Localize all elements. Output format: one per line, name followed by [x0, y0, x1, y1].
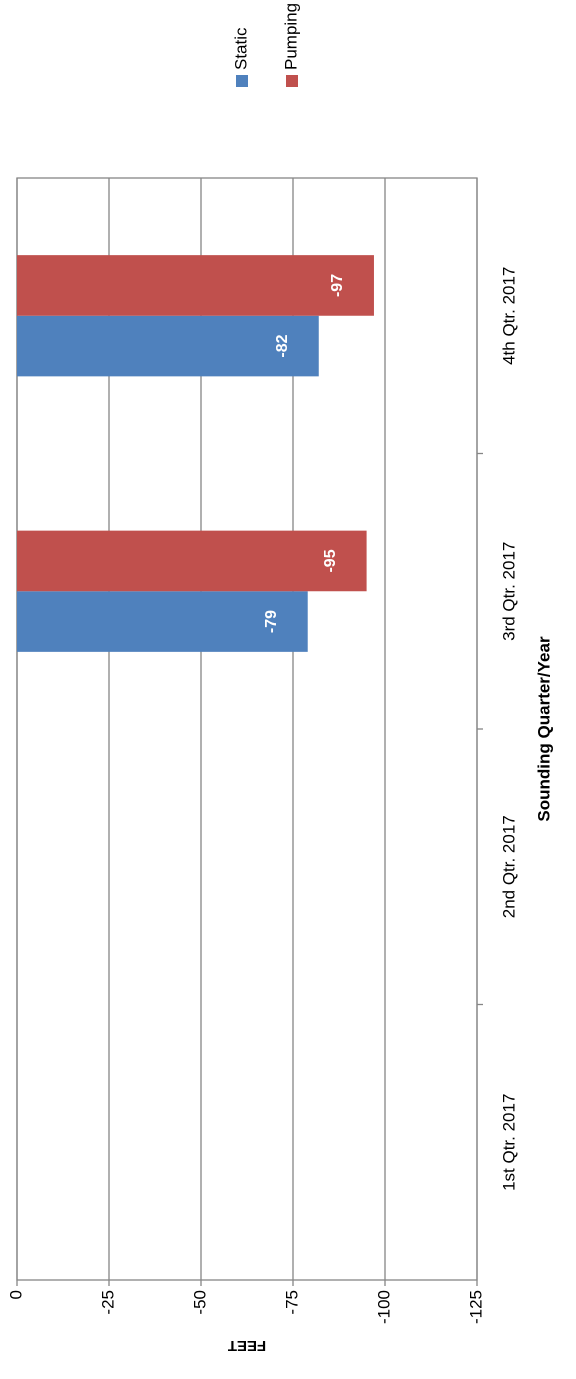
y-tick-label: 0 [6, 1290, 25, 1299]
legend-swatch [236, 75, 248, 87]
y-tick-label: -125 [466, 1290, 485, 1324]
data-label: -79 [263, 610, 280, 633]
x-tick-label: 3rd Qtr. 2017 [499, 542, 518, 641]
chart-body: 0 -25 -50 -75 -100 -125 1st Qtr. 2017 2nd Qtr. … [6, 3, 553, 1354]
data-label: -97 [329, 274, 346, 297]
y-axis-title: FEET [228, 1337, 266, 1354]
bar [17, 315, 319, 377]
y-tick-label: -25 [98, 1290, 117, 1315]
legend-label: Pumping [281, 3, 300, 70]
x-tick-label: 1st Qtr. 2017 [499, 1094, 518, 1191]
legend-swatch [286, 75, 298, 87]
bar [17, 255, 374, 316]
x-axis-title: Sounding Quarter/Year [534, 636, 553, 822]
y-tick-label: -50 [190, 1290, 209, 1315]
y-tick-label: -75 [282, 1290, 301, 1315]
legend-label: Static [231, 27, 250, 70]
x-tick-label: 2nd Qtr. 2017 [499, 815, 518, 918]
data-label: -82 [274, 334, 291, 357]
y-tick-label: -100 [374, 1290, 393, 1324]
data-label: -95 [322, 549, 339, 572]
bar [17, 591, 308, 652]
x-tick-label: 4th Qtr. 2017 [499, 267, 518, 365]
bar [17, 530, 367, 592]
